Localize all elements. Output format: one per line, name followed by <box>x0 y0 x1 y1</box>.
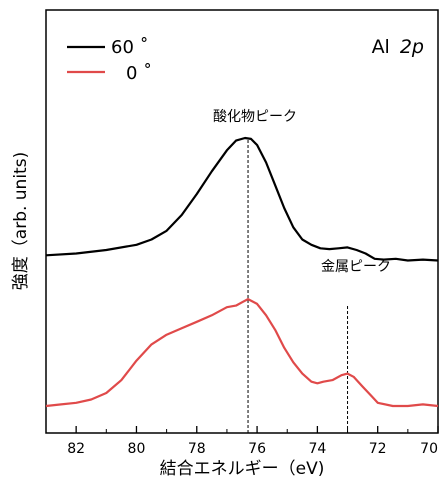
x-tick-label: 74 <box>308 441 326 457</box>
legend: 60 ˚ 0 ˚ <box>67 37 152 84</box>
x-tick-label: 78 <box>188 441 206 457</box>
x-tick-label: 80 <box>128 441 146 457</box>
peak-guide-lines <box>247 140 349 433</box>
x-tick-label: 76 <box>248 441 266 457</box>
oxide-peak-label: 酸化物ピーク <box>213 109 297 125</box>
panel-label-italic: 2p <box>400 36 424 58</box>
x-axis-ticks: 82 80 78 76 74 72 70 <box>45 426 439 457</box>
series-line-black <box>45 136 439 262</box>
legend-label-red: 0 ˚ <box>126 63 152 84</box>
x-tick-label: 72 <box>369 441 387 457</box>
y-axis-label: 強度（arb. units) <box>11 152 31 290</box>
series-line-red <box>45 298 439 408</box>
x-tick-label: 82 <box>67 441 85 457</box>
plot-frame <box>45 9 439 434</box>
panel-label: Al 2p <box>372 36 424 58</box>
panel-label-prefix: Al <box>372 36 390 58</box>
metal-peak-label: 金属ピーク <box>321 259 391 275</box>
legend-label-black: 60 ˚ <box>111 37 149 58</box>
x-axis-label: 結合エネルギー（eV) <box>160 459 325 479</box>
x-tick-label: 70 <box>420 441 438 457</box>
series-layer <box>45 136 439 408</box>
